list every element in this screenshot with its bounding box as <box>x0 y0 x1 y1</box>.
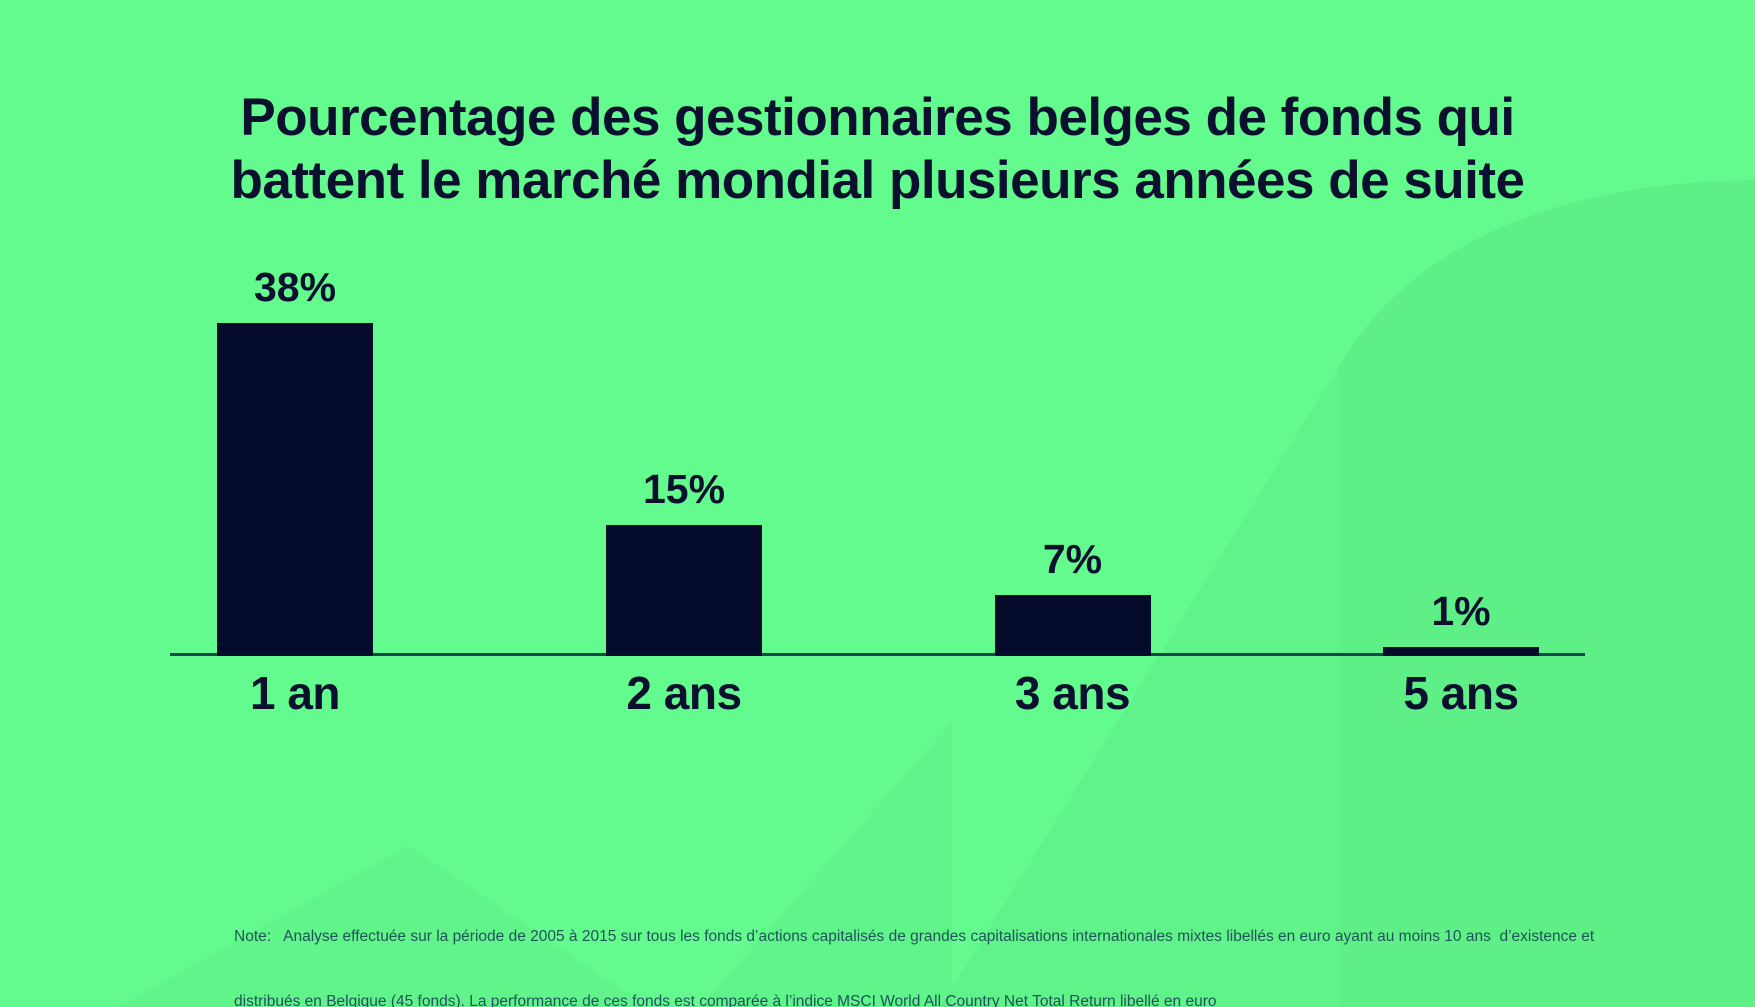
footnote: Note: Analyse effectuée sur la période d… <box>234 883 1714 1007</box>
bar-category-label-2-ans: 2 ans <box>626 667 742 719</box>
bar-value-label-1-an: 38% <box>253 264 337 310</box>
chart-title-line-2: battent le marché mondial plusieurs anné… <box>230 151 1526 210</box>
bar-value-label-5-ans: 1% <box>1431 588 1491 634</box>
bar-value-label-3-ans: 7% <box>1042 536 1103 582</box>
chart-title-line-1: Pourcentage des gestionnaires belges de … <box>240 88 1515 147</box>
chart-title: Pourcentage des gestionnaires belges de … <box>0 86 1755 212</box>
bar-value-label-2-ans: 15% <box>642 466 726 512</box>
bar-3-ans <box>994 595 1151 656</box>
note-text-line-1: Note: Analyse effectuée sur la période d… <box>234 928 1595 945</box>
x-axis-line <box>170 653 1585 656</box>
bar-1-an <box>217 323 373 656</box>
note-text-line-2: distribués en Belgique (45 fonds). La pe… <box>234 992 1217 1007</box>
bar-2-ans <box>606 525 762 656</box>
bar-category-label-5-ans: 5 ans <box>1403 667 1519 719</box>
bar-5-ans <box>1383 647 1539 656</box>
bar-category-label-1-an: 1 an <box>249 667 341 719</box>
bar-category-label-3-ans: 3 ans <box>1014 667 1131 719</box>
